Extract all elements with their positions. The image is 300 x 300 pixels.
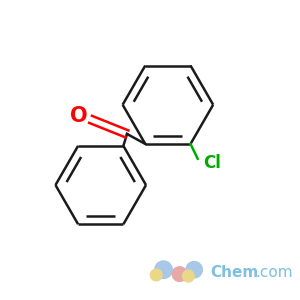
Circle shape <box>155 261 172 278</box>
Circle shape <box>150 269 162 281</box>
Text: .com: .com <box>256 265 293 280</box>
Text: Chem: Chem <box>210 265 259 280</box>
Circle shape <box>172 267 187 281</box>
Text: Cl: Cl <box>203 154 221 172</box>
Text: O: O <box>70 106 88 126</box>
Circle shape <box>182 270 194 282</box>
Circle shape <box>186 262 202 278</box>
